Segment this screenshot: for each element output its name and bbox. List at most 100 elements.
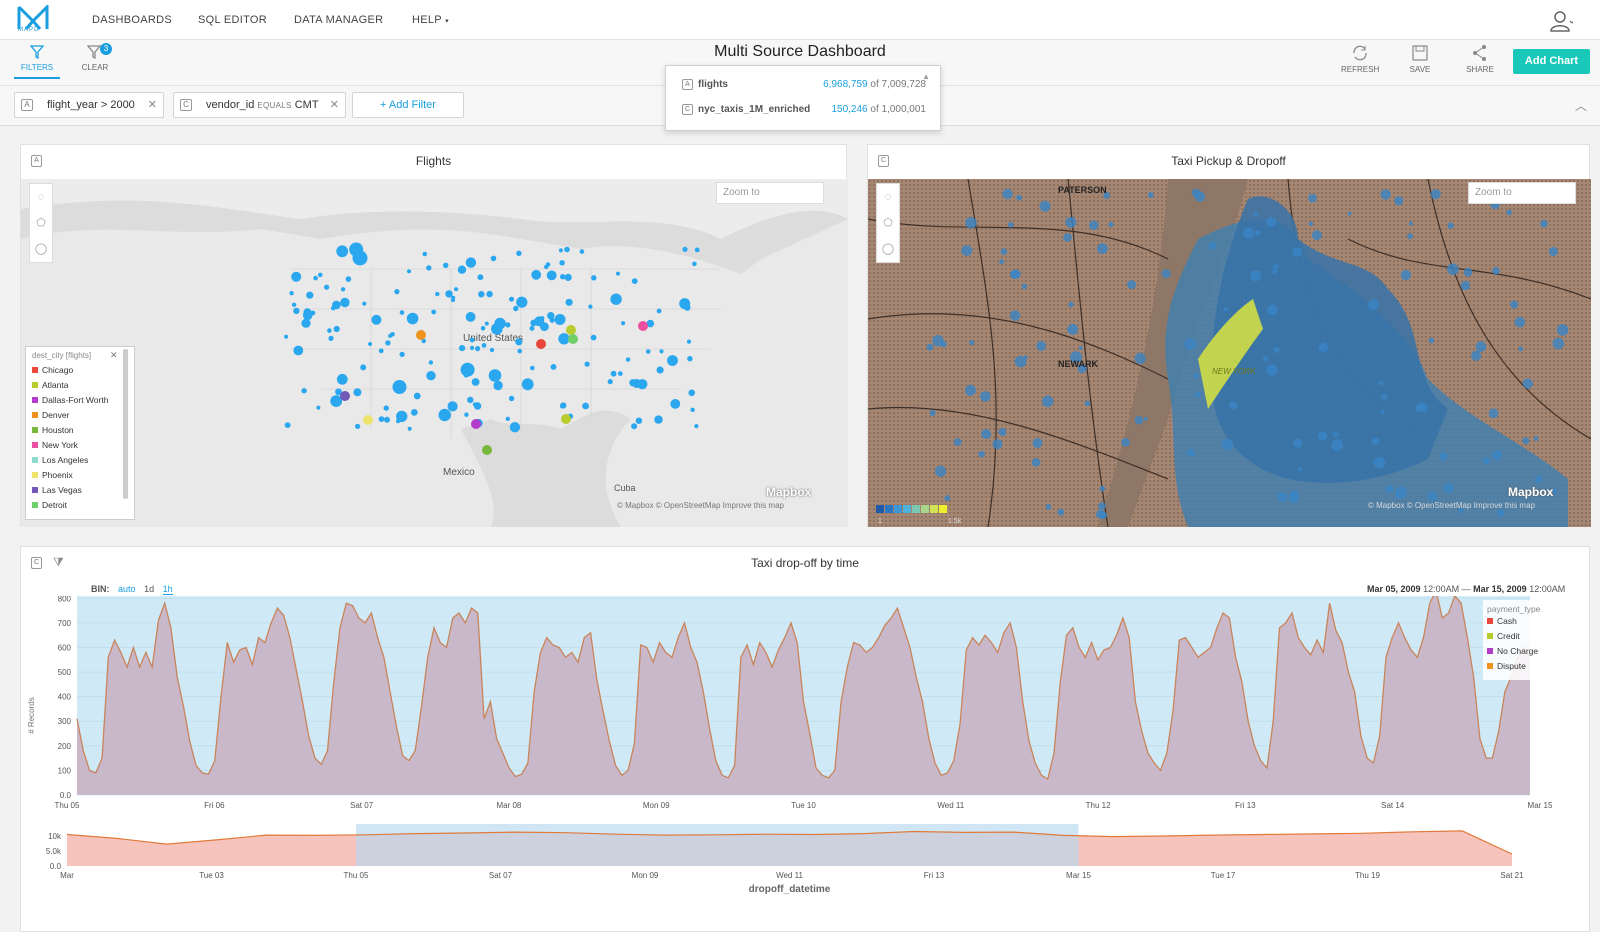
chevron-up-icon[interactable]: ︿: [1575, 99, 1588, 113]
filter-clear-icon[interactable]: ⧩: [53, 555, 64, 569]
flight-dot: [394, 289, 400, 295]
filter-icon: [30, 45, 44, 60]
flights-panel[interactable]: A Flights United States Mexico Cuba Zoom…: [20, 144, 848, 527]
y-tick-label: 800: [58, 596, 72, 603]
map-attribution[interactable]: © Mapbox © OpenStreetMap Improve this ma…: [617, 501, 784, 510]
dest-city-legend: dest_city [flights] ✕ Chicago Atlanta Dall…: [25, 346, 135, 520]
polygon-select-icon[interactable]: ⬠: [883, 217, 893, 229]
zoom-to-input[interactable]: Zoom to: [1468, 182, 1576, 204]
filters-button[interactable]: FILTERS: [14, 44, 60, 79]
x-tick-label: Fri 13: [1235, 801, 1256, 810]
flight-dot: [328, 335, 334, 341]
table-icon: C: [682, 104, 693, 115]
taxi-dot: [1032, 438, 1043, 449]
flight-dot: [621, 321, 626, 326]
close-legend-icon[interactable]: ✕: [110, 350, 118, 360]
taxi-dot: [935, 465, 947, 477]
legend-item[interactable]: Los Angeles: [32, 455, 88, 467]
dashboard-title[interactable]: Multi Source Dashboard: [714, 43, 886, 60]
taxi-dot: [981, 429, 992, 440]
bin-option-1h[interactable]: 1h: [162, 584, 173, 595]
nav-dashboards[interactable]: DASHBOARDS: [92, 14, 173, 26]
flight-dot: [413, 392, 421, 400]
user-icon[interactable]: [1549, 9, 1573, 33]
legend-item[interactable]: Houston: [32, 425, 74, 437]
legend-item[interactable]: Detroit: [32, 500, 67, 512]
taxi-dot: [1184, 338, 1197, 350]
legend-item[interactable]: Credit: [1487, 631, 1520, 641]
range-end: Mar 15, 2009: [1473, 584, 1527, 594]
range-sep: —: [1461, 584, 1471, 594]
circle-select-icon[interactable]: ◌: [884, 191, 892, 203]
lasso-select-icon[interactable]: ◯: [881, 243, 895, 255]
flights-map[interactable]: United States Mexico Cuba: [21, 179, 848, 527]
map-attribution[interactable]: © Mapbox © OpenStreetMap Improve this ma…: [1368, 501, 1535, 510]
filter-pill-flight-year[interactable]: A flight_year > 2000 ✕: [14, 92, 164, 118]
legend-item[interactable]: Chicago: [32, 365, 73, 377]
remove-filter-icon[interactable]: ✕: [147, 99, 157, 111]
nav-sql-editor[interactable]: SQL EDITOR: [198, 14, 268, 26]
bin-option-auto[interactable]: auto: [118, 584, 136, 594]
map-label-mexico: Mexico: [443, 467, 475, 478]
flight-dot: [293, 345, 304, 356]
flight-dot: [659, 349, 664, 354]
legend-item[interactable]: Denver: [32, 410, 69, 422]
taxi-dot: [1000, 248, 1008, 255]
flight-dot: [463, 372, 469, 378]
legend-item[interactable]: Atlanta: [32, 380, 68, 392]
circle-select-icon[interactable]: ◌: [37, 191, 45, 203]
flight-dot: [406, 312, 419, 325]
zoom-to-input[interactable]: Zoom to: [716, 182, 824, 204]
nav-help[interactable]: HELP ▾: [412, 14, 449, 26]
legend-label: Credit: [1497, 631, 1520, 641]
flight-dot: [490, 255, 497, 262]
flight-dot: [546, 270, 557, 281]
legend-swatch: [1487, 663, 1493, 669]
clear-filters-button[interactable]: CLEAR 3: [80, 43, 112, 72]
taxi-panel[interactable]: C Taxi Pickup & Dropoff PATERSON NEWARK …: [867, 144, 1591, 527]
refresh-icon: [1353, 45, 1367, 61]
share-button[interactable]: SHARE: [1464, 44, 1496, 74]
flight-dot: [472, 402, 478, 407]
legend-item[interactable]: Dispute: [1487, 661, 1526, 671]
mapd-logo[interactable]: [16, 5, 50, 35]
lasso-select-icon[interactable]: ◯: [34, 243, 48, 255]
legend-item[interactable]: No Charge: [1487, 646, 1538, 656]
taxi-dot: [1221, 438, 1234, 451]
map-draw-tools: ◌ ⬠ ◯: [876, 183, 900, 263]
save-button[interactable]: SAVE: [1407, 44, 1433, 74]
nav-data-manager[interactable]: DATA MANAGER: [294, 14, 384, 26]
taxi-dot: [1378, 381, 1384, 386]
legend-item[interactable]: Las Vegas: [32, 485, 82, 497]
flight-dot: [362, 301, 367, 306]
legend-item[interactable]: Phoenix: [32, 470, 73, 482]
taxi-map[interactable]: PATERSON NEWARK NEW YORK: [868, 179, 1591, 527]
flight-dot: [465, 257, 477, 268]
count-value: 150,246 of 1,000,001: [831, 104, 926, 115]
dropoff-time-chart[interactable]: 0.0 100 200 300 400 500 600 700 800 Thu 05 Fri 06 S…: [20, 596, 1590, 932]
legend-item[interactable]: Dallas-Fort Worth: [32, 395, 108, 407]
taxi-dot: [1293, 438, 1303, 448]
taxi-dot: [1253, 211, 1258, 217]
remove-filter-icon[interactable]: ✕: [329, 99, 339, 111]
filter-field: flight_year: [47, 99, 98, 111]
x-tick-label: Thu 05: [55, 801, 80, 810]
add-chart-button[interactable]: Add Chart: [1513, 49, 1590, 74]
polygon-select-icon[interactable]: ⬠: [36, 217, 46, 229]
refresh-button[interactable]: REFRESH: [1341, 44, 1379, 74]
taxi-dot: [1318, 431, 1328, 441]
filter-pill-vendor-id[interactable]: C vendor_id EQUALS CMT ✕: [173, 92, 346, 118]
taxi-dot: [1447, 222, 1454, 229]
flight-dot: [291, 271, 302, 282]
date-range[interactable]: Mar 05, 2009 12:00AM — Mar 15, 2009 12:0…: [1367, 584, 1565, 594]
collapse-caret-icon[interactable]: ▲: [922, 72, 930, 81]
range-start-time: 12:00AM: [1423, 584, 1460, 594]
legend-item[interactable]: New York: [32, 440, 78, 452]
bin-option-1d[interactable]: 1d: [144, 584, 155, 594]
flight-dot: [467, 396, 474, 404]
legend-scrollbar[interactable]: [123, 349, 128, 499]
legend-item[interactable]: Cash: [1487, 616, 1517, 626]
add-filter-button[interactable]: + Add Filter: [352, 92, 464, 118]
taxi-dot: [1277, 492, 1288, 502]
brush-selection[interactable]: [356, 824, 1079, 866]
